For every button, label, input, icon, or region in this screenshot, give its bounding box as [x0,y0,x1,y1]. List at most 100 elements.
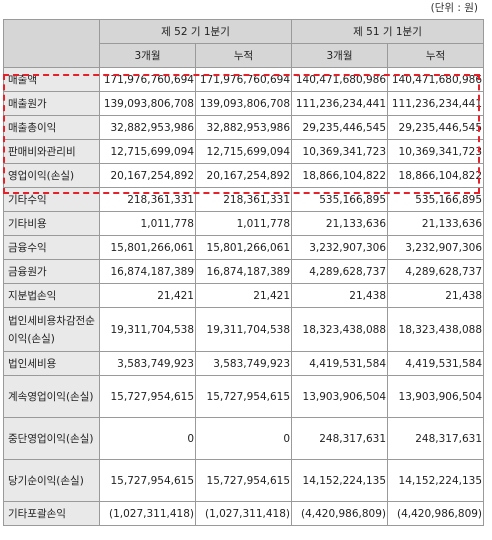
row-value: 12,715,699,094 [194,139,293,164]
table-row: 기타수익 218,361,331 218,361,331 535,166,895 535… [3,187,485,212]
row-value: 21,421 [99,283,196,308]
income-statement-table: 제 52 기 1분기 제 51 기 1분기 3개월 누적 3개월 누적 매출액 1… [3,19,485,526]
row-value: 18,866,104,822 [387,163,485,188]
row-value: 1,011,778 [194,211,293,236]
row-value: 171,976,760,694 [99,67,196,92]
row-value: 14,152,224,135 [387,459,485,502]
row-value: 29,235,446,545 [291,115,389,140]
header-period-51: 제 51 기 1분기 [291,19,485,44]
row-value: 535,166,895 [387,187,485,212]
table-row: 금융원가 16,874,187,389 16,874,187,389 4,289,62… [3,259,485,284]
row-value: 21,421 [194,283,293,308]
row-value: 248,317,631 [387,417,485,460]
table-row: 법인세비용차감전순이익(손실) 19,311,704,538 19,311,704,… [3,307,485,352]
table-row: 기타포괄손익 (1,027,311,418) (1,027,311,418) (4,4… [3,501,485,526]
row-value: 20,167,254,892 [194,163,293,188]
unit-note: (단위 : 원) [430,2,478,14]
row-value: 16,874,187,389 [194,259,293,284]
header-sub-3months-51: 3개월 [291,43,389,68]
row-value: 16,874,187,389 [99,259,196,284]
row-label: 금융수익 [3,235,100,260]
row-value: 111,236,234,441 [387,91,485,116]
header-sub-cumulative-52: 누적 [194,43,293,68]
row-value: 10,369,341,723 [387,139,485,164]
row-value: 32,882,953,986 [99,115,196,140]
row-label: 법인세비용차감전순이익(손실) [3,307,100,352]
row-value: 15,801,266,061 [194,235,293,260]
row-value: 3,232,907,306 [387,235,485,260]
row-value: (1,027,311,418) [99,501,196,526]
row-value: 139,093,806,708 [99,91,196,116]
row-value: 218,361,331 [99,187,196,212]
row-value: 535,166,895 [291,187,389,212]
row-label: 매출총이익 [3,115,100,140]
row-value: 4,419,531,584 [387,351,485,376]
row-label: 매출원가 [3,91,100,116]
row-label: 매출액 [3,67,100,92]
row-value: 0 [194,417,293,460]
row-value: 218,361,331 [194,187,293,212]
row-value: 13,903,906,504 [291,375,389,418]
row-value: (4,420,986,809) [387,501,485,526]
row-value: 21,133,636 [387,211,485,236]
row-label: 중단영업이익(손실) [3,417,100,460]
row-label: 기타포괄손익 [3,501,100,526]
row-value: 15,801,266,061 [99,235,196,260]
row-value: 4,419,531,584 [291,351,389,376]
row-label: 기타수익 [3,187,100,212]
row-value: 13,903,906,504 [387,375,485,418]
header-sub-3months-52: 3개월 [99,43,196,68]
table-row: 판매비와관리비 12,715,699,094 12,715,699,094 10,36… [3,139,485,164]
row-value: 18,323,438,088 [291,307,389,352]
row-value: 29,235,446,545 [387,115,485,140]
table-row: 기타비용 1,011,778 1,011,778 21,133,636 21,133,6… [3,211,485,236]
table-row: 당기순이익(손실) 15,727,954,615 15,727,954,615 14,… [3,459,485,502]
header-blank-cell [3,19,100,68]
row-value: 171,976,760,694 [194,67,293,92]
table-row: 금융수익 15,801,266,061 15,801,266,061 3,232,90… [3,235,485,260]
table-row: 계속영업이익(손실) 15,727,954,615 15,727,954,615 13… [3,375,485,418]
row-value: 140,471,680,986 [291,67,389,92]
row-value: 15,727,954,615 [99,375,196,418]
row-label: 법인세비용 [3,351,100,376]
row-value: 15,727,954,615 [194,459,293,502]
row-value: 12,715,699,094 [99,139,196,164]
header-period-52: 제 52 기 1분기 [98,19,293,44]
row-value: 20,167,254,892 [99,163,196,188]
row-label: 지분법손익 [3,283,100,308]
row-value: 21,133,636 [291,211,389,236]
row-value: 32,882,953,986 [194,115,293,140]
table-row: 매출원가 139,093,806,708 139,093,806,708 111,23… [3,91,485,116]
row-value: 140,471,680,986 [387,67,485,92]
row-value: 15,727,954,615 [99,459,196,502]
row-value: 19,311,704,538 [194,307,293,352]
row-value: 4,289,628,737 [291,259,389,284]
row-label: 영업이익(손실) [3,163,100,188]
row-value: 1,011,778 [99,211,196,236]
row-value: 21,438 [387,283,485,308]
row-value: 248,317,631 [291,417,389,460]
row-label: 계속영업이익(손실) [3,375,100,418]
row-value: (4,420,986,809) [291,501,389,526]
row-value: 111,236,234,441 [291,91,389,116]
row-value: 0 [99,417,196,460]
table-row: 지분법손익 21,421 21,421 21,438 21,438 [3,283,485,308]
table-row: 법인세비용 3,583,749,923 3,583,749,923 4,419,531… [3,351,485,376]
row-value: (1,027,311,418) [194,501,293,526]
row-value: 3,583,749,923 [194,351,293,376]
row-value: 21,438 [291,283,389,308]
row-value: 18,323,438,088 [387,307,485,352]
row-value: 19,311,704,538 [99,307,196,352]
row-label: 금융원가 [3,259,100,284]
row-value: 18,866,104,822 [291,163,389,188]
row-label: 당기순이익(손실) [3,459,100,502]
row-label: 판매비와관리비 [3,139,100,164]
row-value: 3,583,749,923 [99,351,196,376]
row-value: 14,152,224,135 [291,459,389,502]
table-row: 중단영업이익(손실) 0 0 248,317,631 248,317,631 [3,417,485,460]
row-value: 15,727,954,615 [194,375,293,418]
row-value: 139,093,806,708 [194,91,293,116]
table-row: 매출총이익 32,882,953,986 32,882,953,986 29,235,… [3,115,485,140]
table-row: 매출액 171,976,760,694 171,976,760,694 140,471… [3,67,485,92]
header-sub-cumulative-51: 누적 [387,43,485,68]
